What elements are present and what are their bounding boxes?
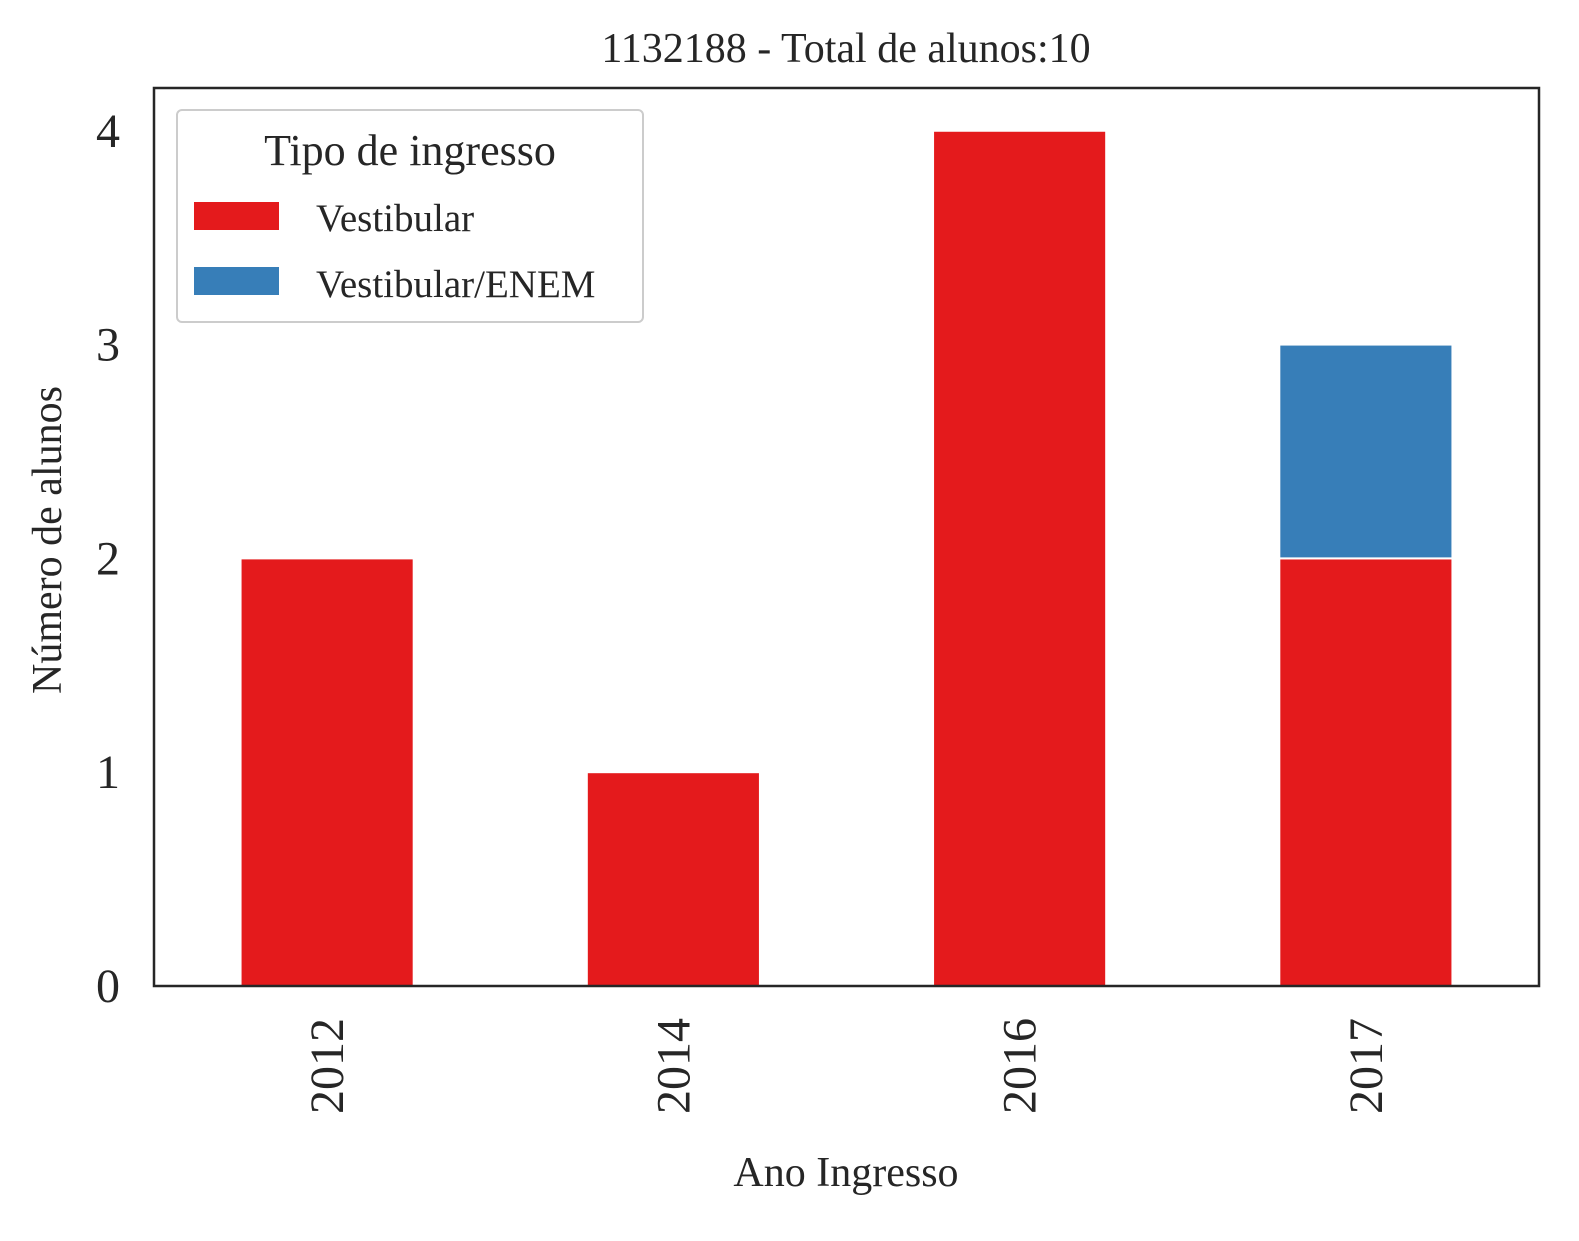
legend: Tipo de ingresso Vestibular Vestibular/E… [176,109,644,323]
y-tick-label-1: 1 [96,746,120,799]
x-tick-label-2012: 2012 [301,1018,354,1114]
y-axis-label: Número de alunos [25,386,71,694]
y-tick-label-0: 0 [96,960,120,1013]
legend-label-vestibular-enem: Vestibular/ENEM [316,263,595,306]
y-tick-label-4: 4 [96,105,120,158]
legend-box [176,109,644,323]
x-axis-label: Ano Ingresso [733,1150,958,1196]
bar-vestibular-2016 [932,129,1108,987]
plot-frame [152,86,1541,988]
legend-swatch-vestibular [194,202,279,230]
bar-vestibular-2014 [585,771,761,988]
x-tick-label-2014: 2014 [647,1018,700,1114]
ticks-layer: 2012 2014 2016 2017 0 1 2 3 4 [96,105,1393,1114]
y-tick-label-3: 3 [96,319,120,372]
chart-title: 1132188 - Total de alunos:10 [601,26,1090,72]
bars-layer [239,129,1454,988]
x-tick-label-2016: 2016 [994,1018,1047,1114]
legend-label-vestibular: Vestibular [316,197,474,240]
y-tick-label-2: 2 [96,532,120,585]
x-tick-label-2017: 2017 [1340,1018,1393,1114]
legend-swatch-vestibular-enem [194,267,279,295]
bar-vestibular-2012 [239,557,415,988]
bar-vestibular-2017 [1278,557,1454,988]
legend-title: Tipo de ingresso [264,126,556,175]
bar-vestibular-enem-2017 [1278,343,1454,560]
